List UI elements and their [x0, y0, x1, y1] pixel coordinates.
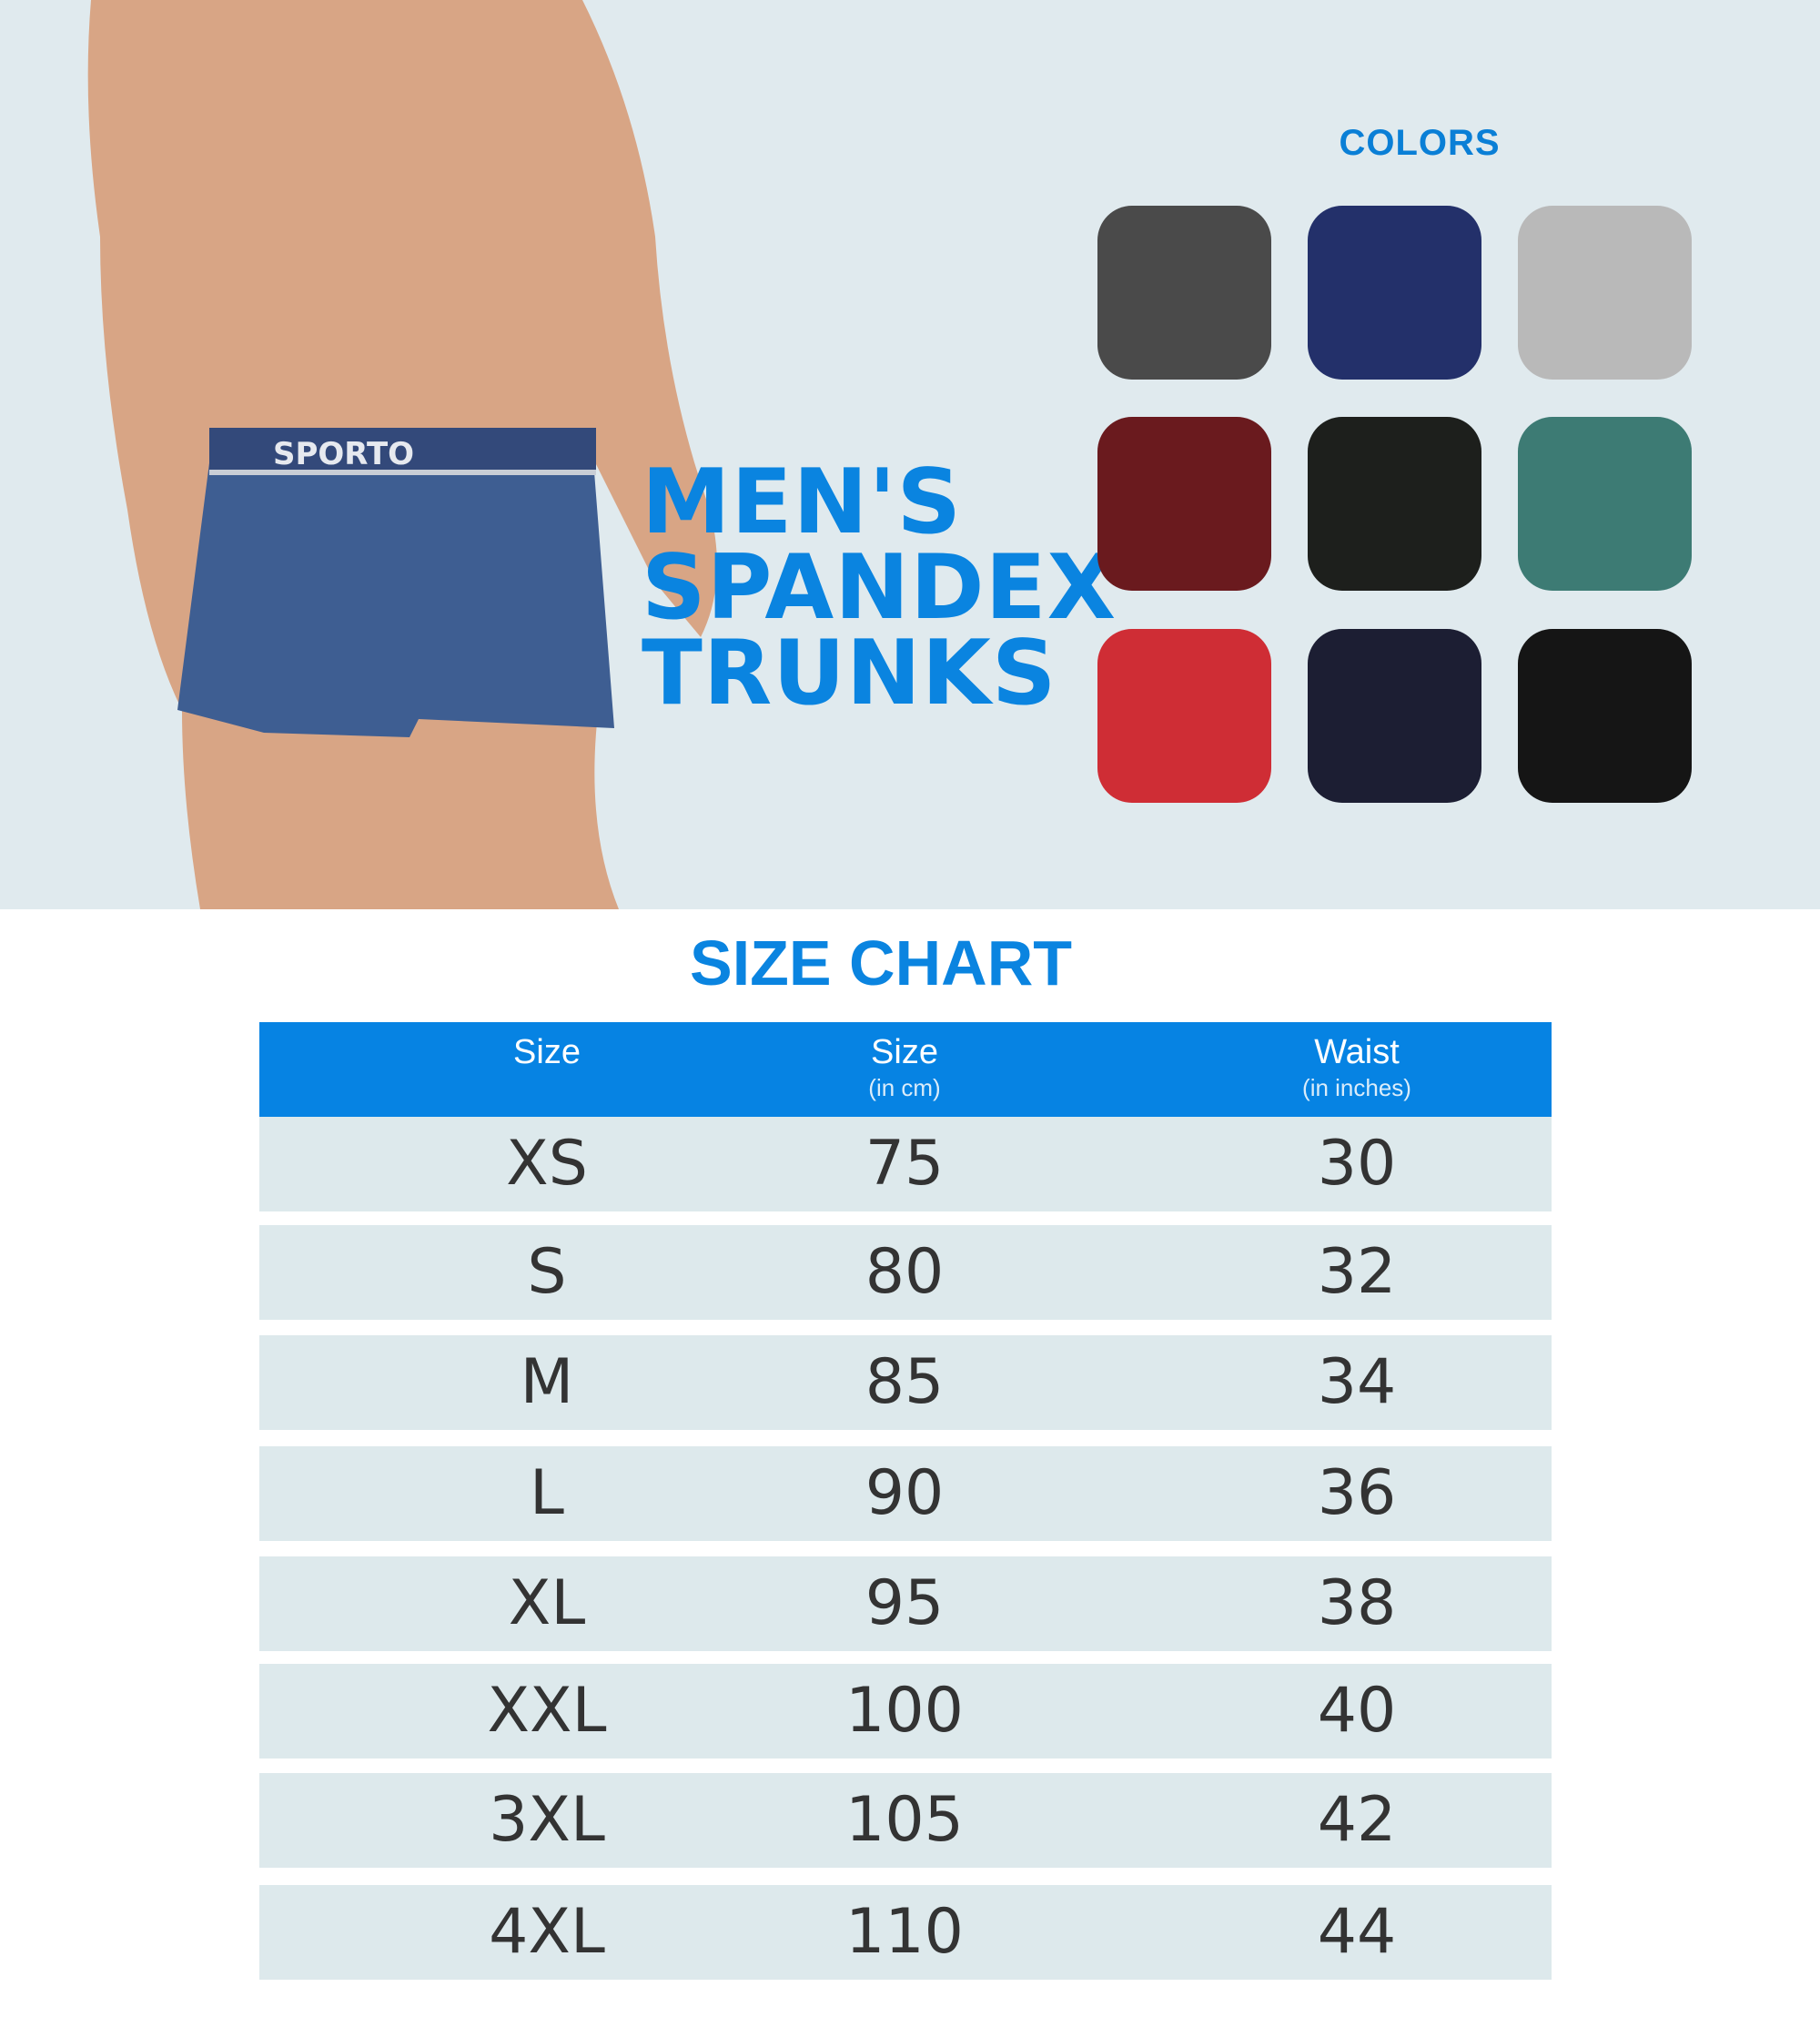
waist-cell: 36 [1317, 1457, 1397, 1529]
waist-cell: 40 [1317, 1675, 1397, 1747]
waist-cell: 34 [1317, 1346, 1397, 1418]
size-cell: M [520, 1346, 574, 1418]
table-row: XS 75 30 [259, 1117, 1552, 1211]
size-chart-heading: SIZE CHART [690, 927, 1072, 998]
color-swatch [1308, 206, 1481, 380]
size-cell: 4XL [489, 1896, 605, 1968]
table-row: M 85 34 [259, 1335, 1552, 1430]
title-line: MEN'S [642, 451, 963, 554]
cm-cell: 105 [845, 1784, 964, 1856]
header-size-cm: Size (in cm) [868, 1033, 941, 1101]
size-table-header: Size Size (in cm) Waist (in inches) [259, 1022, 1552, 1117]
brand-logo: SPORTO [273, 436, 414, 472]
cm-cell: 80 [864, 1236, 945, 1308]
table-row: L 90 36 [259, 1446, 1552, 1541]
color-swatch [1518, 206, 1692, 380]
cm-cell: 95 [864, 1567, 945, 1639]
product-title: MEN'S SPANDEX TRUNKS [642, 451, 1117, 725]
size-cell: XXL [487, 1675, 607, 1747]
cm-cell: 90 [864, 1457, 945, 1529]
title-line: TRUNKS [642, 622, 1057, 725]
table-row: XL 95 38 [259, 1556, 1552, 1651]
waist-cell: 42 [1317, 1784, 1397, 1856]
size-cell: XS [506, 1128, 588, 1200]
cm-cell: 110 [845, 1896, 964, 1968]
table-row: 4XL 110 44 [259, 1885, 1552, 1980]
cm-cell: 75 [864, 1128, 945, 1200]
table-row: 3XL 105 42 [259, 1773, 1552, 1868]
waist-cell: 30 [1317, 1128, 1397, 1200]
waist-cell: 44 [1317, 1896, 1397, 1968]
size-cell: XL [508, 1567, 586, 1639]
size-cell: S [527, 1236, 567, 1308]
size-cell: 3XL [489, 1784, 605, 1856]
header-size: Size [513, 1033, 581, 1071]
color-swatch [1097, 417, 1271, 591]
table-row: XXL 100 40 [259, 1664, 1552, 1759]
title-line: SPANDEX [642, 536, 1117, 640]
size-cell: L [530, 1457, 564, 1529]
color-swatch [1097, 629, 1271, 803]
model-photo: SPORTO [87, 0, 717, 909]
color-swatch [1518, 417, 1692, 591]
colors-heading: COLORS [1339, 123, 1501, 163]
color-swatch [1518, 629, 1692, 803]
table-row: S 80 32 [259, 1225, 1552, 1320]
color-swatch [1308, 417, 1481, 591]
header-waist: Waist (in inches) [1302, 1033, 1411, 1101]
color-swatch [1308, 629, 1481, 803]
hero-banner: SPORTO MEN'S SPANDEX TRUNKS COLORS [0, 0, 1820, 909]
cm-cell: 100 [845, 1675, 964, 1747]
color-swatch [1097, 206, 1271, 380]
cm-cell: 85 [864, 1346, 945, 1418]
waist-cell: 32 [1317, 1236, 1397, 1308]
waist-cell: 38 [1317, 1567, 1397, 1639]
